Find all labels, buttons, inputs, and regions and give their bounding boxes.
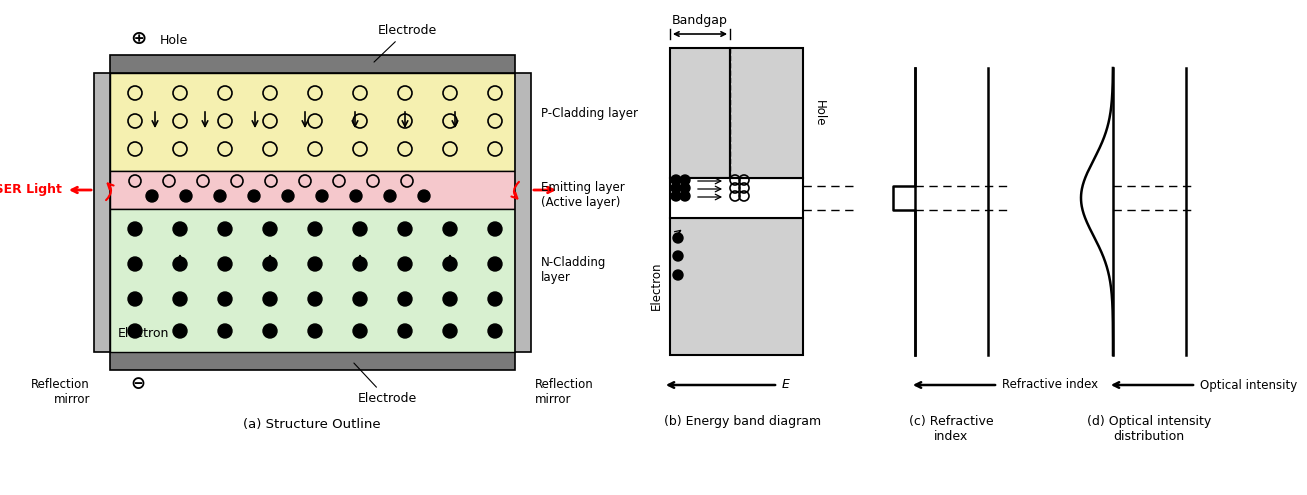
Text: Electrode: Electrode	[354, 363, 417, 405]
Text: Electron: Electron	[650, 262, 663, 310]
Circle shape	[670, 191, 681, 201]
Text: E: E	[782, 379, 789, 392]
Circle shape	[218, 257, 233, 271]
Text: LASER Light: LASER Light	[0, 184, 61, 197]
Circle shape	[263, 324, 277, 338]
Circle shape	[263, 257, 277, 271]
Circle shape	[128, 222, 142, 236]
Polygon shape	[670, 48, 731, 178]
Text: N-Cladding
layer: N-Cladding layer	[541, 256, 606, 284]
Circle shape	[308, 324, 322, 338]
Circle shape	[248, 190, 260, 202]
Circle shape	[218, 324, 233, 338]
Circle shape	[680, 175, 690, 185]
Text: Optical intensity: Optical intensity	[1200, 379, 1298, 392]
Circle shape	[214, 190, 226, 202]
Bar	[110, 55, 515, 73]
Circle shape	[443, 324, 457, 338]
Circle shape	[128, 292, 142, 306]
Circle shape	[173, 222, 187, 236]
Text: Emitting layer
(Active layer): Emitting layer (Active layer)	[541, 181, 625, 209]
Text: Hole: Hole	[813, 100, 826, 126]
Circle shape	[399, 222, 412, 236]
Circle shape	[488, 257, 502, 271]
Circle shape	[353, 292, 367, 306]
Circle shape	[488, 222, 502, 236]
Circle shape	[399, 292, 412, 306]
Circle shape	[173, 324, 187, 338]
Circle shape	[263, 292, 277, 306]
Circle shape	[316, 190, 328, 202]
Circle shape	[308, 292, 322, 306]
Text: (a) Structure Outline: (a) Structure Outline	[243, 418, 380, 431]
Circle shape	[670, 175, 681, 185]
Text: Refractive index: Refractive index	[1002, 379, 1098, 392]
Circle shape	[173, 292, 187, 306]
Circle shape	[670, 183, 681, 193]
Text: Electrode: Electrode	[374, 24, 437, 62]
Bar	[110, 171, 515, 209]
Circle shape	[443, 257, 457, 271]
Text: Hole: Hole	[159, 34, 188, 47]
Text: (d) Optical intensity
distribution: (d) Optical intensity distribution	[1087, 415, 1212, 443]
Text: (b) Energy band diagram: (b) Energy band diagram	[664, 415, 822, 428]
Circle shape	[384, 190, 396, 202]
Circle shape	[308, 257, 322, 271]
Text: Bandgap: Bandgap	[672, 14, 728, 27]
Circle shape	[488, 292, 502, 306]
Circle shape	[353, 257, 367, 271]
Circle shape	[399, 257, 412, 271]
Circle shape	[218, 292, 233, 306]
Circle shape	[173, 257, 187, 271]
Circle shape	[443, 222, 457, 236]
Polygon shape	[731, 48, 802, 178]
Circle shape	[128, 324, 142, 338]
Text: ⊖: ⊖	[131, 375, 145, 393]
Circle shape	[443, 292, 457, 306]
Text: Reflection
mirror: Reflection mirror	[31, 378, 90, 406]
Bar	[94, 73, 110, 352]
Text: (c) Refractive
index: (c) Refractive index	[908, 415, 993, 443]
Circle shape	[146, 190, 158, 202]
Circle shape	[353, 222, 367, 236]
Circle shape	[673, 270, 684, 280]
Polygon shape	[670, 178, 802, 218]
Circle shape	[308, 222, 322, 236]
Circle shape	[263, 222, 277, 236]
Circle shape	[350, 190, 362, 202]
Bar	[515, 73, 531, 352]
Circle shape	[218, 222, 233, 236]
Circle shape	[180, 190, 192, 202]
Circle shape	[680, 183, 690, 193]
Circle shape	[673, 233, 684, 243]
Circle shape	[680, 191, 690, 201]
Bar	[110, 352, 515, 370]
Circle shape	[353, 324, 367, 338]
Text: P-Cladding layer: P-Cladding layer	[541, 107, 638, 120]
Bar	[110, 73, 515, 171]
Polygon shape	[670, 218, 802, 355]
Circle shape	[399, 324, 412, 338]
Circle shape	[673, 251, 684, 261]
Circle shape	[488, 324, 502, 338]
Text: Electron: Electron	[118, 327, 170, 340]
Bar	[110, 209, 515, 352]
Circle shape	[282, 190, 294, 202]
Circle shape	[128, 257, 142, 271]
Text: Reflection
mirror: Reflection mirror	[535, 378, 593, 406]
Text: ⊕: ⊕	[129, 29, 146, 48]
Circle shape	[418, 190, 430, 202]
